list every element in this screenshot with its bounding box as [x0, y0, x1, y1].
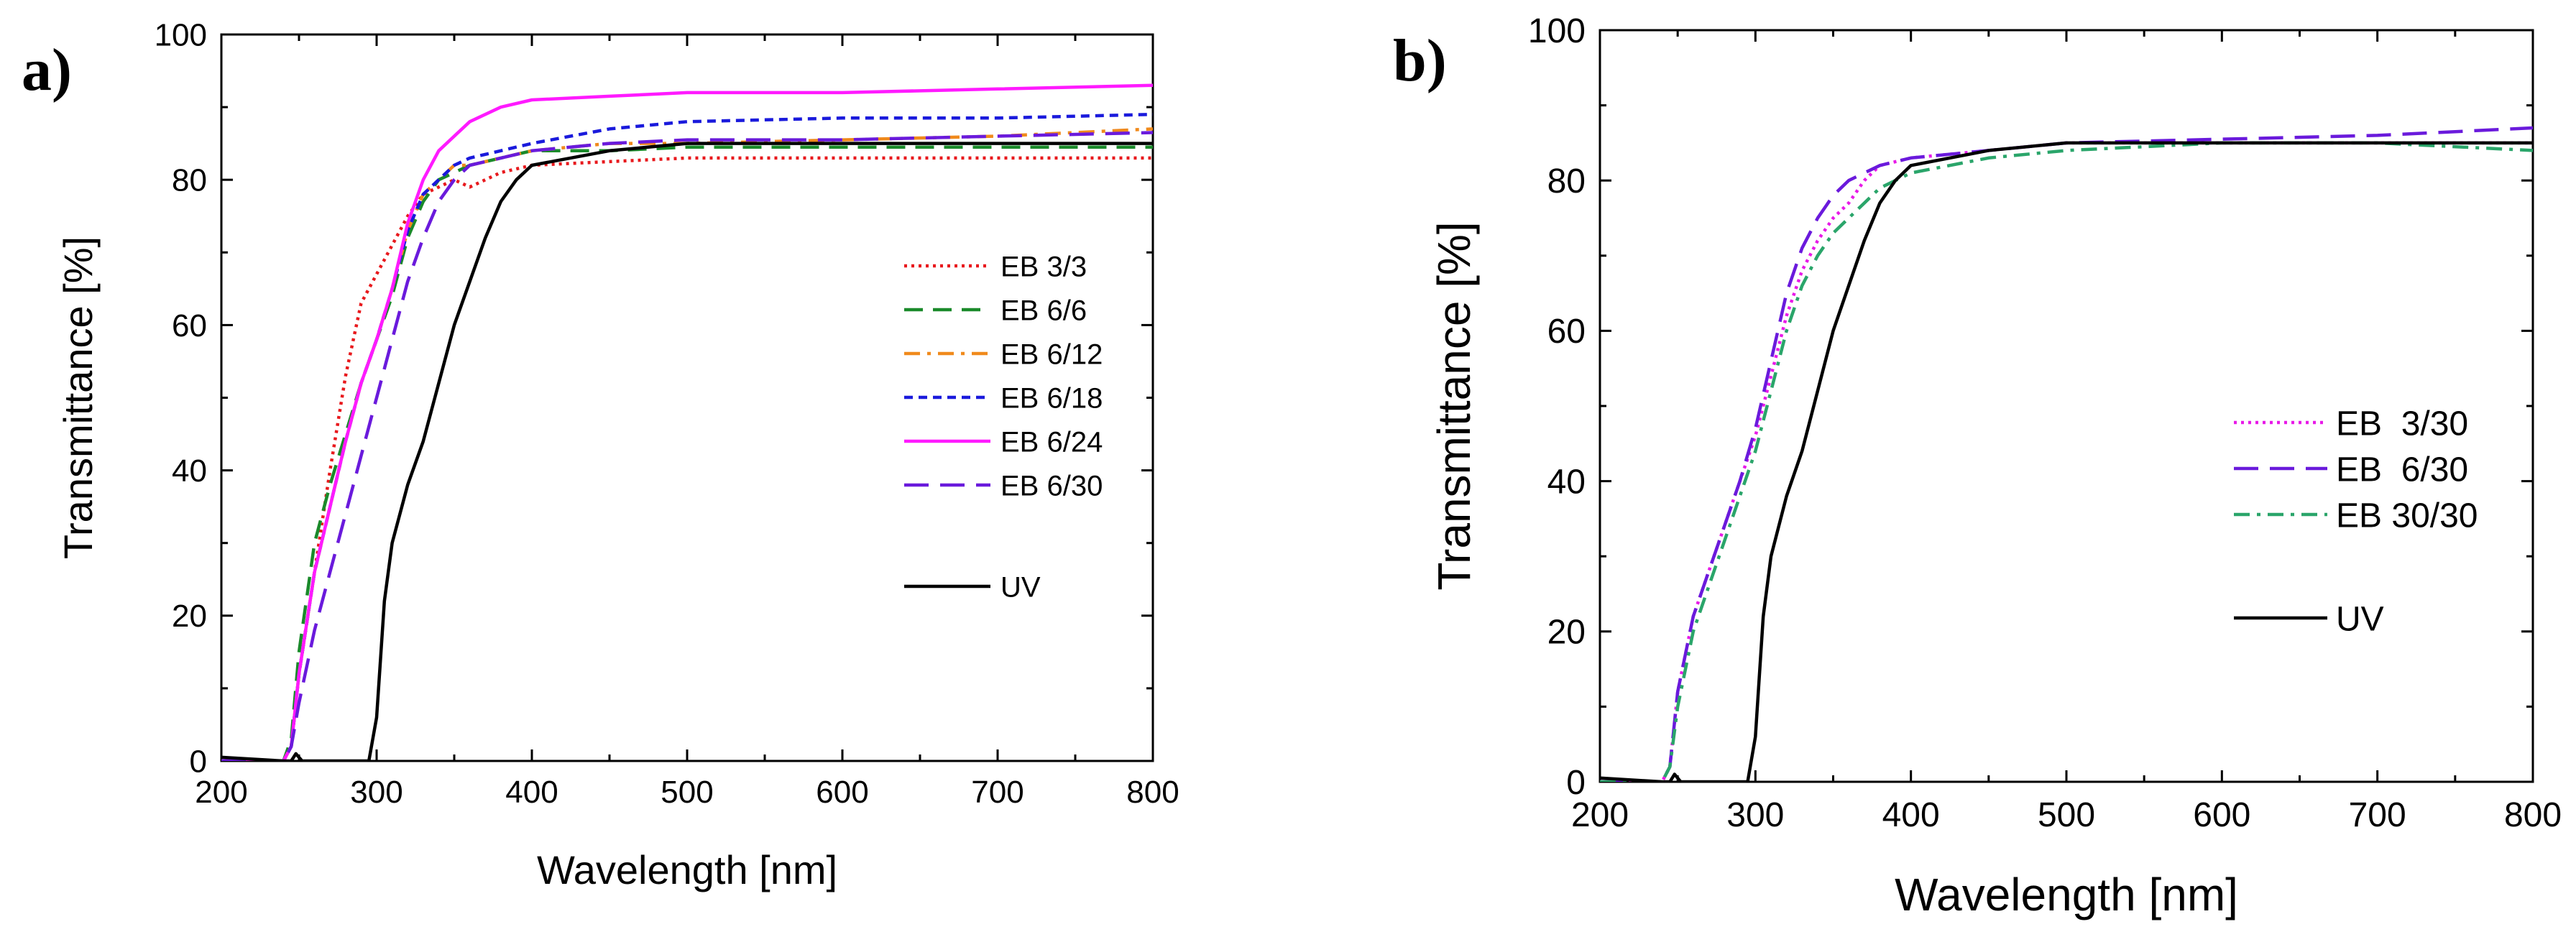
x-axis-title: Wavelength [nm] [1895, 869, 2238, 920]
x-tick-label: 400 [1882, 796, 1940, 834]
legend-label: EB 6/30 [2336, 451, 2468, 489]
y-tick-label: 0 [1566, 764, 1586, 802]
x-tick-label: 500 [2038, 796, 2095, 834]
y-tick-label: 100 [1528, 12, 1586, 50]
series-line-eb-6-24 [221, 83, 1153, 761]
legend-label: UV [2336, 600, 2384, 638]
panel-label: a) [22, 37, 72, 103]
legend-label: EB 30/30 [2336, 497, 2478, 535]
x-tick-label: 400 [505, 775, 558, 810]
series-line-eb-6-6 [221, 145, 1153, 761]
chart-panel-b: b) 200 300 400 500 600 700 800 0 20 40 60 80 100 Wavel… [1393, 12, 2562, 920]
series-line-uv [1600, 141, 2533, 782]
legend-label: EB 3/3 [1000, 251, 1087, 282]
legend-label: EB 6/6 [1000, 295, 1087, 326]
legend: EB 3/3 EB 6/6 EB 6/12 EB 6/18 EB 6/24 EB 6/30… [904, 251, 1103, 603]
x-axis-title: Wavelength [nm] [537, 847, 837, 892]
y-axis-title: Transmittance [%] [1428, 221, 1480, 590]
y-tick-label: 20 [172, 599, 207, 634]
x-tick-label: 700 [971, 775, 1024, 810]
y-axis-title: Transmittance [%] [55, 236, 101, 559]
series-line-eb-6-30 [221, 131, 1153, 761]
x-tick-label: 300 [350, 775, 402, 810]
y-tick-label: 80 [1547, 162, 1586, 200]
y-tick-label: 0 [190, 744, 207, 779]
legend-label: EB 6/18 [1000, 382, 1103, 414]
y-tick-label: 60 [1547, 313, 1586, 351]
chart-panel-a: a) 200 300 400 500 600 700 800 0 20 40 60 80 100 Wavel… [22, 17, 1179, 892]
y-tick-label: 80 [172, 163, 207, 198]
legend: EB 3/30 EB 6/30 EB 30/30 UV [2234, 405, 2478, 638]
x-tick-label: 700 [2349, 796, 2406, 834]
panel-label: b) [1393, 27, 1447, 94]
x-tick-label: 200 [1571, 796, 1629, 834]
x-tick-label: 800 [1126, 775, 1179, 810]
x-tick-label: 600 [816, 775, 868, 810]
legend-label: EB 6/30 [1000, 470, 1103, 502]
legend-label: EB 6/24 [1000, 426, 1103, 458]
series-line-uv [221, 142, 1153, 761]
y-tick-label: 60 [172, 308, 207, 343]
x-tick-label: 200 [195, 775, 247, 810]
x-tick-label: 300 [1726, 796, 1784, 834]
x-tick-label: 500 [661, 775, 713, 810]
y-tick-label: 40 [1547, 463, 1586, 501]
y-tick-label: 20 [1547, 614, 1586, 652]
legend-label: UV [1000, 571, 1041, 603]
series-line-eb-30-30 [1600, 141, 2533, 782]
y-tick-label: 100 [155, 17, 207, 52]
legend-label: EB 3/30 [2336, 405, 2468, 443]
x-tick-label: 800 [2504, 796, 2562, 834]
legend-label: EB 6/12 [1000, 338, 1103, 370]
x-tick-label: 600 [2193, 796, 2250, 834]
y-tick-label: 40 [172, 453, 207, 489]
